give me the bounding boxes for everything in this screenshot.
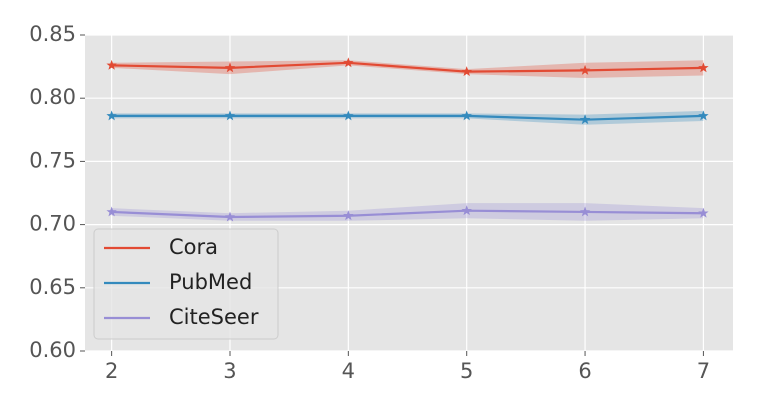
pubmed-line xyxy=(111,114,704,121)
x-tick-label: 3 xyxy=(223,359,236,383)
series-markers xyxy=(106,57,709,222)
citeseer-point xyxy=(224,211,236,222)
cora-band xyxy=(111,60,704,78)
y-tick-label: 0.85 xyxy=(29,22,76,46)
y-tick-label: 0.80 xyxy=(29,85,76,109)
y-tick-label: 0.70 xyxy=(29,212,76,236)
citeseer-point xyxy=(343,210,354,221)
citeseer-point xyxy=(579,206,591,217)
x-tick-label: 6 xyxy=(578,359,591,383)
series-lines xyxy=(111,61,704,219)
cora-line xyxy=(111,61,704,73)
pubmed-point xyxy=(698,110,709,121)
cora-point xyxy=(106,59,117,70)
x-tick-label: 4 xyxy=(342,359,355,383)
citeseer-point xyxy=(461,205,472,216)
citeseer-line xyxy=(111,209,704,219)
legend: Cora PubMed CiteSeer xyxy=(93,228,279,340)
legend-box xyxy=(93,228,279,340)
pubmed-point xyxy=(579,114,591,125)
pubmed-point xyxy=(461,110,472,121)
x-tick-label: 2 xyxy=(105,359,118,383)
cora-point xyxy=(461,66,472,77)
citeseer-point xyxy=(106,206,117,217)
cora-point xyxy=(343,57,354,68)
pubmed-point xyxy=(343,110,354,121)
cora-point xyxy=(579,64,591,75)
pubmed-point xyxy=(224,110,236,121)
gridlines xyxy=(85,34,733,352)
pubmed-band xyxy=(111,110,704,125)
citeseer-point xyxy=(698,207,709,218)
y-tick-label: 0.75 xyxy=(29,148,76,172)
y-tick-label: 0.60 xyxy=(29,338,76,362)
legend-label-citeseer: CiteSeer xyxy=(169,305,259,329)
x-tick-label: 5 xyxy=(460,359,473,383)
y-tick-label: 0.65 xyxy=(29,275,76,299)
cora-point xyxy=(224,62,236,73)
pubmed-point xyxy=(106,110,117,121)
y-axis-ticks: 0.60 0.65 0.70 0.75 0.80 0.85 xyxy=(29,22,85,362)
legend-label-pubmed: PubMed xyxy=(169,270,252,294)
x-tick-label: 7 xyxy=(697,359,710,383)
legend-label-cora: Cora xyxy=(169,235,218,259)
cora-point xyxy=(698,62,709,73)
x-axis-ticks: 2 3 4 5 6 7 xyxy=(105,351,710,383)
